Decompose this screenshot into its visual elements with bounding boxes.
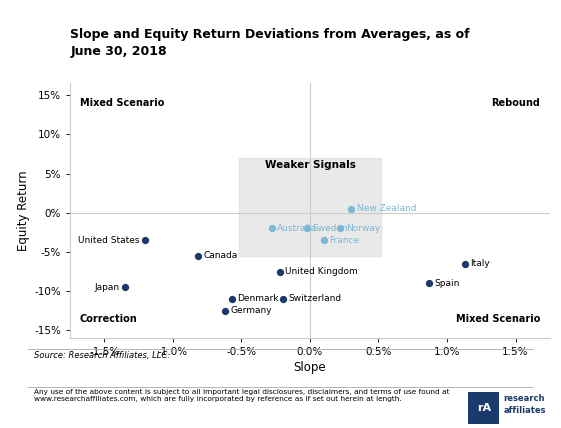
Point <box>319 237 328 244</box>
Point <box>193 253 202 259</box>
Point <box>303 225 312 232</box>
Text: Rebound: Rebound <box>491 98 540 108</box>
Y-axis label: Equity Return: Equity Return <box>17 170 30 251</box>
Text: Any use of the above content is subject to all important legal disclosures, disc: Any use of the above content is subject … <box>34 389 449 402</box>
Text: Mixed Scenario: Mixed Scenario <box>456 314 540 324</box>
Text: Canada: Canada <box>203 251 237 260</box>
Text: Correction: Correction <box>80 314 137 324</box>
Text: France: France <box>329 236 360 245</box>
Point <box>335 225 344 232</box>
Point <box>267 225 276 232</box>
Point <box>461 260 470 267</box>
Point <box>141 237 150 244</box>
Text: United Kingdom: United Kingdom <box>286 267 358 276</box>
Point <box>275 268 284 275</box>
Text: New Zealand: New Zealand <box>357 204 416 213</box>
Text: Norway: Norway <box>346 224 380 233</box>
Text: Mixed Scenario: Mixed Scenario <box>80 98 164 108</box>
Point <box>347 205 356 212</box>
Text: Weaker Signals: Weaker Signals <box>265 160 355 169</box>
Text: Japan: Japan <box>94 282 119 292</box>
Text: Source: Research Affiliates, LLC.: Source: Research Affiliates, LLC. <box>34 351 169 360</box>
Text: Spain: Spain <box>435 279 460 288</box>
Text: Italy: Italy <box>470 259 490 268</box>
Point <box>227 295 236 302</box>
Point <box>425 280 434 287</box>
Text: Slope and Equity Return Deviations from Averages, as of
June 30, 2018: Slope and Equity Return Deviations from … <box>70 28 470 58</box>
Point <box>121 284 130 291</box>
Point <box>278 295 287 302</box>
Text: rA: rA <box>477 403 491 413</box>
Text: Switzerland: Switzerland <box>288 294 341 303</box>
Text: Germany: Germany <box>231 306 272 315</box>
Text: research
affiliates: research affiliates <box>503 395 546 414</box>
Text: Sweden: Sweden <box>313 224 348 233</box>
X-axis label: Slope: Slope <box>293 361 327 374</box>
Text: Denmark: Denmark <box>237 294 279 303</box>
Text: Australia: Australia <box>277 224 318 233</box>
Point <box>220 307 229 314</box>
Text: United States: United States <box>79 236 140 245</box>
